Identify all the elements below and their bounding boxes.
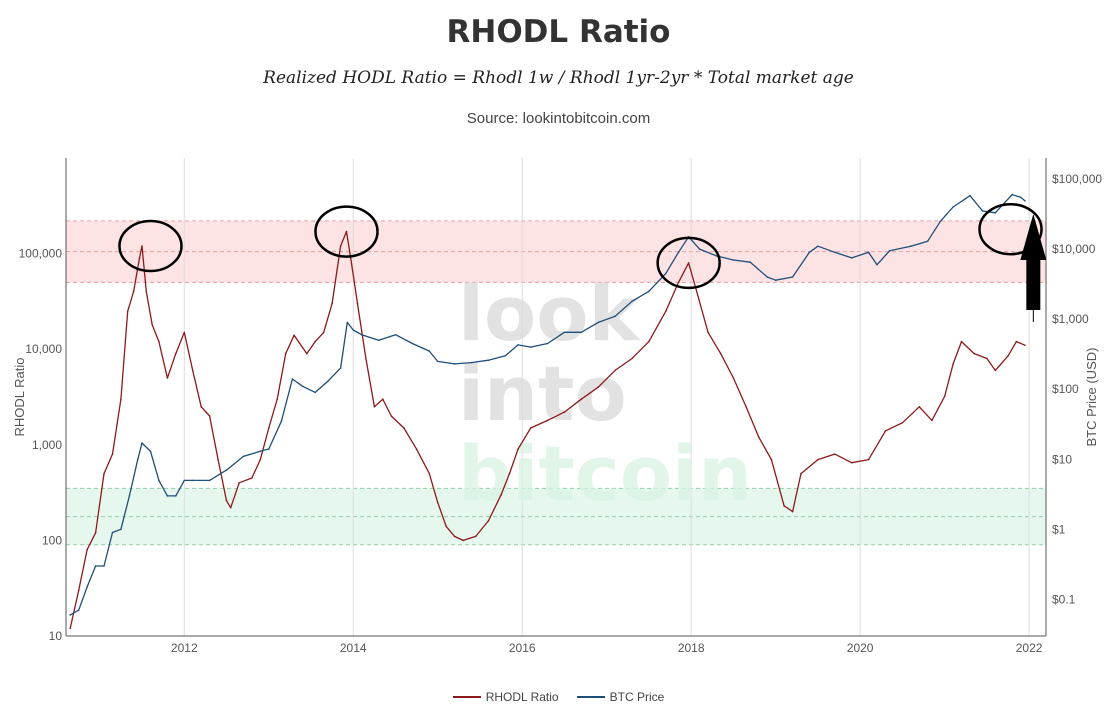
y-tick-label-10000: 10,000 (25, 342, 62, 356)
x-tick-label-2020: 2020 (847, 641, 874, 655)
x-tick-label-2022: 2022 (1016, 641, 1043, 655)
x-tick-label-2012: 2012 (171, 641, 198, 655)
y2-tick-label-10: $10 (1052, 452, 1072, 466)
series-line-btc (69, 193, 1026, 616)
y2-tick-label-1: $1 (1052, 522, 1066, 536)
annotation-circle-3 (978, 202, 1043, 256)
legend-label-btc: BTC Price (609, 690, 665, 704)
watermark-word-0: look (458, 269, 640, 358)
y-axis-label: RHODL Ratio (12, 358, 27, 437)
y-tick-label-10: 10 (49, 629, 63, 643)
series-line-rhodl (69, 230, 1026, 629)
legend-label-rhodl: RHODL Ratio (485, 690, 559, 704)
y-tick-label-100000: 100,000 (19, 247, 63, 261)
y2-tick-label-100: $100 (1052, 382, 1079, 396)
y2-tick-label-0.1: $0.1 (1052, 592, 1076, 606)
x-tick-label-2018: 2018 (678, 641, 705, 655)
legend-swatch-btc (576, 696, 605, 698)
legend-item-btc[interactable]: BTC Price (576, 690, 665, 704)
y2-axis-label: BTC Price (USD) (1084, 348, 1099, 447)
y-tick-label-100: 100 (42, 533, 62, 547)
annotation-circle-0 (118, 219, 183, 273)
y2-tick-label-100000: $100,000 (1052, 172, 1102, 186)
chart-subtitle: Realized HODL Ratio = Rhodl 1w / Rhodl 1… (263, 68, 854, 88)
watermark-word-2: bitcoin (458, 429, 752, 518)
chart-source: Source: lookintobitcoin.com (466, 110, 651, 127)
annotation-arrow-head (1020, 214, 1047, 260)
y-tick-label-1000: 1,000 (32, 438, 62, 452)
annotation-arrow-shaft (1026, 258, 1041, 310)
annotation-circle-1 (314, 205, 379, 258)
legend-swatch-rhodl (452, 696, 481, 698)
legend-item-rhodl[interactable]: RHODL Ratio (452, 690, 559, 704)
y2-tick-label-10000: $10,000 (1052, 242, 1096, 256)
chart-title: RHODL Ratio (446, 14, 671, 50)
annotation-circle-2 (656, 236, 721, 290)
watermark-word-1: into (458, 349, 627, 438)
x-tick-label-2016: 2016 (509, 641, 536, 655)
legend: RHODL Ratio BTC Price (0, 690, 1117, 704)
x-tick-label-2014: 2014 (340, 641, 367, 655)
y2-tick-label-1000: $1,000 (1052, 312, 1089, 326)
